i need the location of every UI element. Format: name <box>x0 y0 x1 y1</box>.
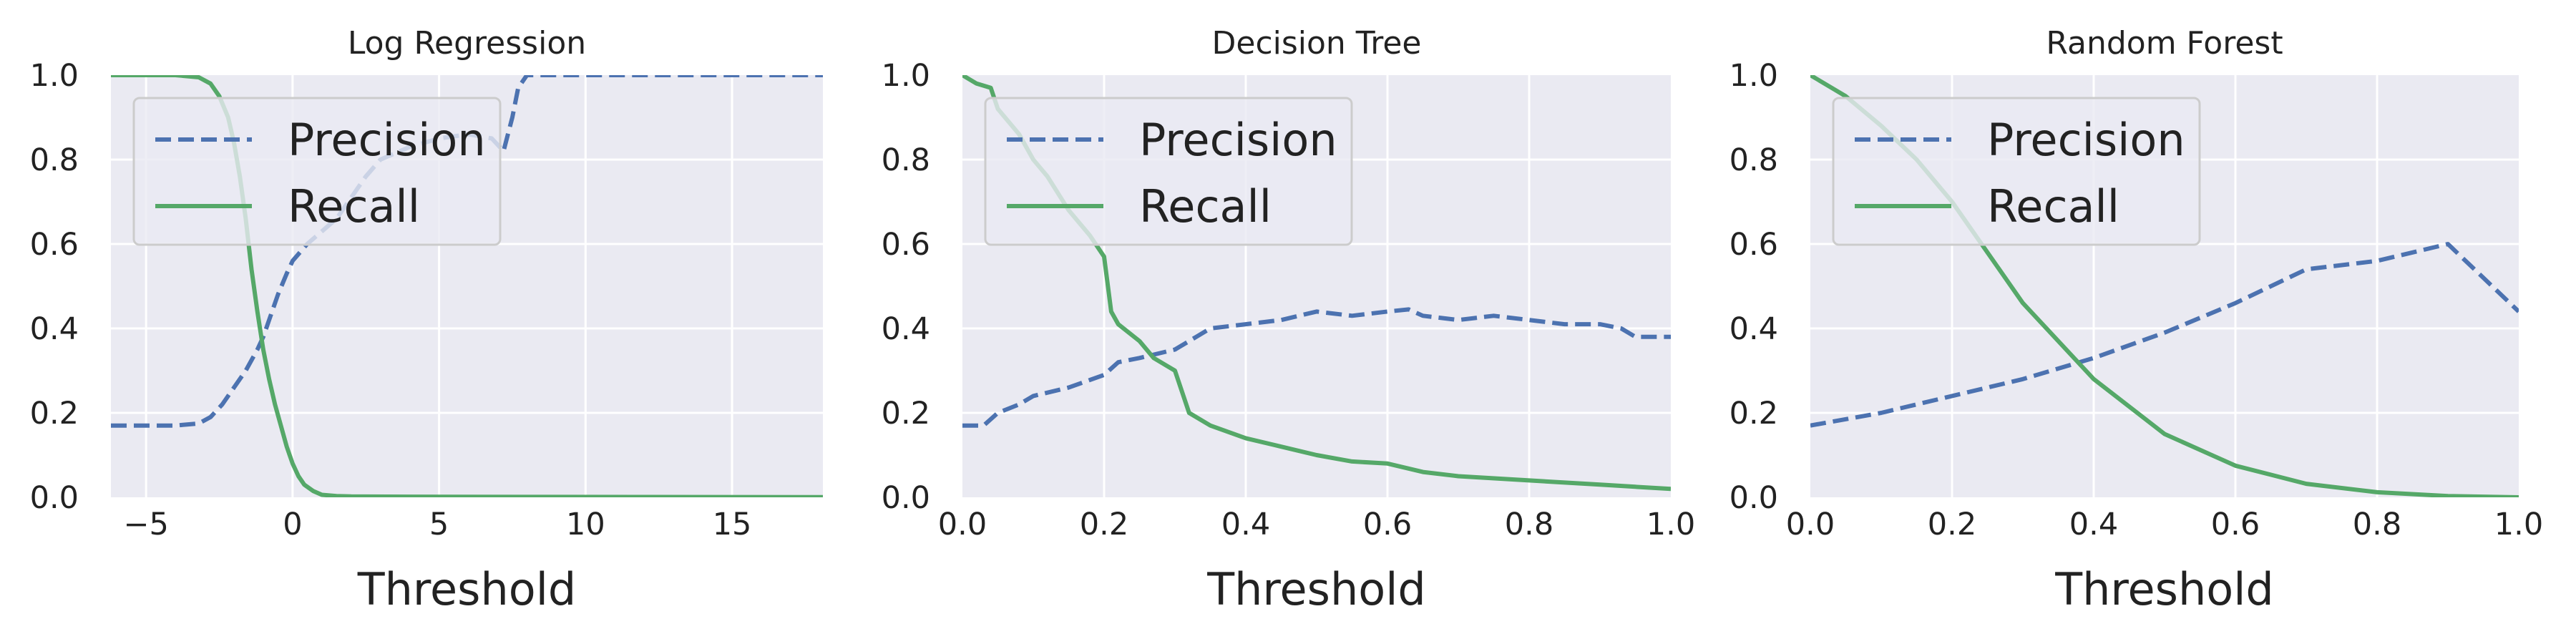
chart-1-series-precision-line <box>962 307 1671 428</box>
chart-0-x-tick-label: 10 <box>566 507 605 542</box>
chart-0-y-tick-label: 0.0 <box>30 480 79 516</box>
chart-2-legend: Precision Recall <box>1832 97 2201 246</box>
chart-2-series-precision-line <box>1810 242 2519 428</box>
chart-2: Random Forest 0.0 0.2 0.4 0.6 0.8 1.0 0.0 0.2 0.4… <box>1729 25 2544 615</box>
chart-1-y-tick-label: 0.4 <box>882 311 930 347</box>
chart-1-legend-label-precision: Precision <box>1139 114 1337 166</box>
chart-0-legend-label-precision: Precision <box>288 114 486 166</box>
chart-1-legend: Precision Recall <box>984 97 1353 246</box>
chart-0-y-tick-label: 0.2 <box>30 396 79 431</box>
chart-0-x-tick-label: −5 <box>123 507 168 542</box>
chart-1-x-tick-label: 1.0 <box>1646 507 1695 542</box>
chart-1-x-axis-label: Threshold <box>1206 563 1426 615</box>
chart-0-legend-label-recall: Recall <box>288 180 420 233</box>
chart-1-y-tick-label: 0.6 <box>882 227 930 263</box>
chart-1-x-tick-label: 0.0 <box>938 507 987 542</box>
chart-1: Decision Tree 0.0 0.2 0.4 0.6 0.8 1.0 0.0 0.2 0.4… <box>882 25 1696 615</box>
chart-1-legend-label-recall: Recall <box>1139 180 1272 233</box>
chart-2-x-tick-label: 0.4 <box>2069 507 2118 542</box>
chart-0-x-tick-label: 5 <box>429 507 449 542</box>
chart-2-y-tick-label: 0.2 <box>1729 396 1778 431</box>
chart-2-y-tick-label: 0.0 <box>1729 480 1778 516</box>
chart-2-x-tick-label: 0.8 <box>2353 507 2401 542</box>
chart-0-series-recall-line <box>111 75 823 497</box>
chart-0: Log Regression −5 0 5 10 15 0.0 0.2 0.4 0.6 0.8 1.0… <box>30 25 823 615</box>
chart-1-x-tick-label: 0.6 <box>1363 507 1412 542</box>
chart-2-title: Random Forest <box>2046 25 2283 62</box>
chart-0-legend: Precision Recall <box>132 97 502 246</box>
chart-1-x-tick-label: 0.4 <box>1221 507 1270 542</box>
chart-2-y-tick-label: 0.8 <box>1729 142 1778 178</box>
chart-2-y-tick-label: 0.4 <box>1729 311 1778 347</box>
chart-2-x-tick-label: 0.6 <box>2211 507 2260 542</box>
chart-1-y-tick-label: 0.8 <box>882 142 930 178</box>
chart-0-y-tick-label: 0.6 <box>30 227 79 263</box>
chart-1-x-tick-label: 0.8 <box>1505 507 1553 542</box>
chart-0-title: Log Regression <box>348 25 586 62</box>
chart-0-y-tick-label: 1.0 <box>30 58 79 94</box>
chart-1-x-tick-label: 0.2 <box>1080 507 1128 542</box>
chart-0-x-axis-label: Threshold <box>357 563 577 615</box>
chart-1-y-tick-label: 1.0 <box>882 58 930 94</box>
chart-1-title: Decision Tree <box>1212 25 1422 62</box>
chart-2-x-tick-label: 0.0 <box>1786 507 1835 542</box>
chart-2-x-tick-label: 0.2 <box>1928 507 1976 542</box>
chart-2-y-tick-label: 0.6 <box>1729 227 1778 263</box>
chart-1-y-tick-label: 0.2 <box>882 396 930 431</box>
chart-0-x-tick-label: 15 <box>713 507 752 542</box>
chart-0-x-tick-label: 0 <box>283 507 302 542</box>
chart-1-y-tick-label: 0.0 <box>882 480 930 516</box>
chart-2-legend-label-precision: Precision <box>1987 114 2185 166</box>
chart-0-y-tick-label: 0.8 <box>30 142 79 178</box>
chart-0-y-tick-label: 0.4 <box>30 311 79 347</box>
chart-2-x-tick-label: 1.0 <box>2494 507 2543 542</box>
chart-2-legend-label-recall: Recall <box>1987 180 2119 233</box>
chart-2-y-tick-label: 1.0 <box>1729 58 1778 94</box>
chart-2-x-axis-label: Threshold <box>2054 563 2274 615</box>
